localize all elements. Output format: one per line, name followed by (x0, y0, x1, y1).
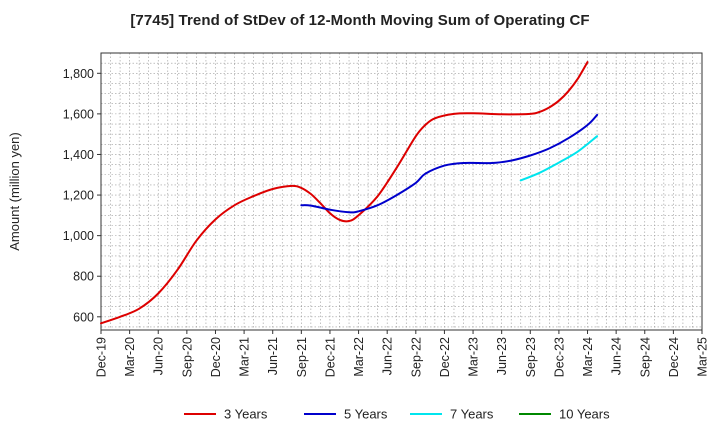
axes: 600 800 1,000 1,200 1,400 1,600 1,800 Dec-19 Mar… (63, 52, 710, 377)
series-line-7-years (519, 135, 599, 182)
x-tick-label: Sep-21 (295, 337, 309, 377)
x-tick-label: Sep-23 (524, 337, 538, 377)
y-tick-label: 1,600 (63, 107, 94, 121)
chart-title: [7745] Trend of StDev of 12-Month Moving… (130, 12, 590, 29)
series-line-3-years (100, 61, 589, 325)
y-tick-label: 1,200 (63, 189, 94, 203)
y-tick-label: 800 (73, 270, 94, 284)
x-tick-label: Sep-22 (409, 337, 423, 377)
legend-label: 3 Years (224, 407, 268, 422)
x-tick-label: Dec-24 (667, 337, 681, 377)
x-tick-label: Mar-24 (581, 337, 595, 377)
legend: 3 Years 5 Years 7 Years 10 Years (184, 407, 610, 422)
x-tick-label: Mar-21 (238, 337, 252, 377)
x-tick-label: Mar-23 (467, 337, 481, 377)
grid-lines (100, 52, 703, 330)
x-tick-label: Dec-23 (552, 337, 566, 377)
x-tick-label: Jun-24 (610, 337, 624, 375)
y-tick-label: 1,000 (63, 229, 94, 243)
y-tick-label: 600 (73, 310, 94, 324)
x-tick-label: Jun-22 (381, 337, 395, 375)
y-tick-label: 1,800 (63, 67, 94, 81)
x-tick-label: Sep-24 (638, 337, 652, 377)
x-tick-label: Dec-21 (323, 337, 337, 377)
x-tick-label: Jun-23 (495, 337, 509, 375)
legend-label: 7 Years (450, 407, 494, 422)
x-tick-label: Mar-20 (123, 337, 137, 377)
x-tick-label: Mar-22 (352, 337, 366, 377)
legend-label: 10 Years (559, 407, 610, 422)
x-tick-label: Sep-20 (180, 337, 194, 377)
series-lines (100, 61, 599, 325)
x-tick-label: Jun-21 (266, 337, 280, 375)
y-axis-title: Amount (million yen) (7, 132, 22, 251)
plot-frame (100, 52, 703, 331)
x-tick-label: Mar-25 (696, 337, 710, 377)
x-tick-label: Dec-22 (438, 337, 452, 377)
y-tick-label: 1,400 (63, 148, 94, 162)
x-tick-label: Dec-20 (209, 337, 223, 377)
x-tick-label: Jun-20 (152, 337, 166, 375)
series-line-5-years (300, 113, 599, 214)
legend-label: 5 Years (344, 407, 388, 422)
x-tick-label: Dec-19 (95, 337, 109, 377)
